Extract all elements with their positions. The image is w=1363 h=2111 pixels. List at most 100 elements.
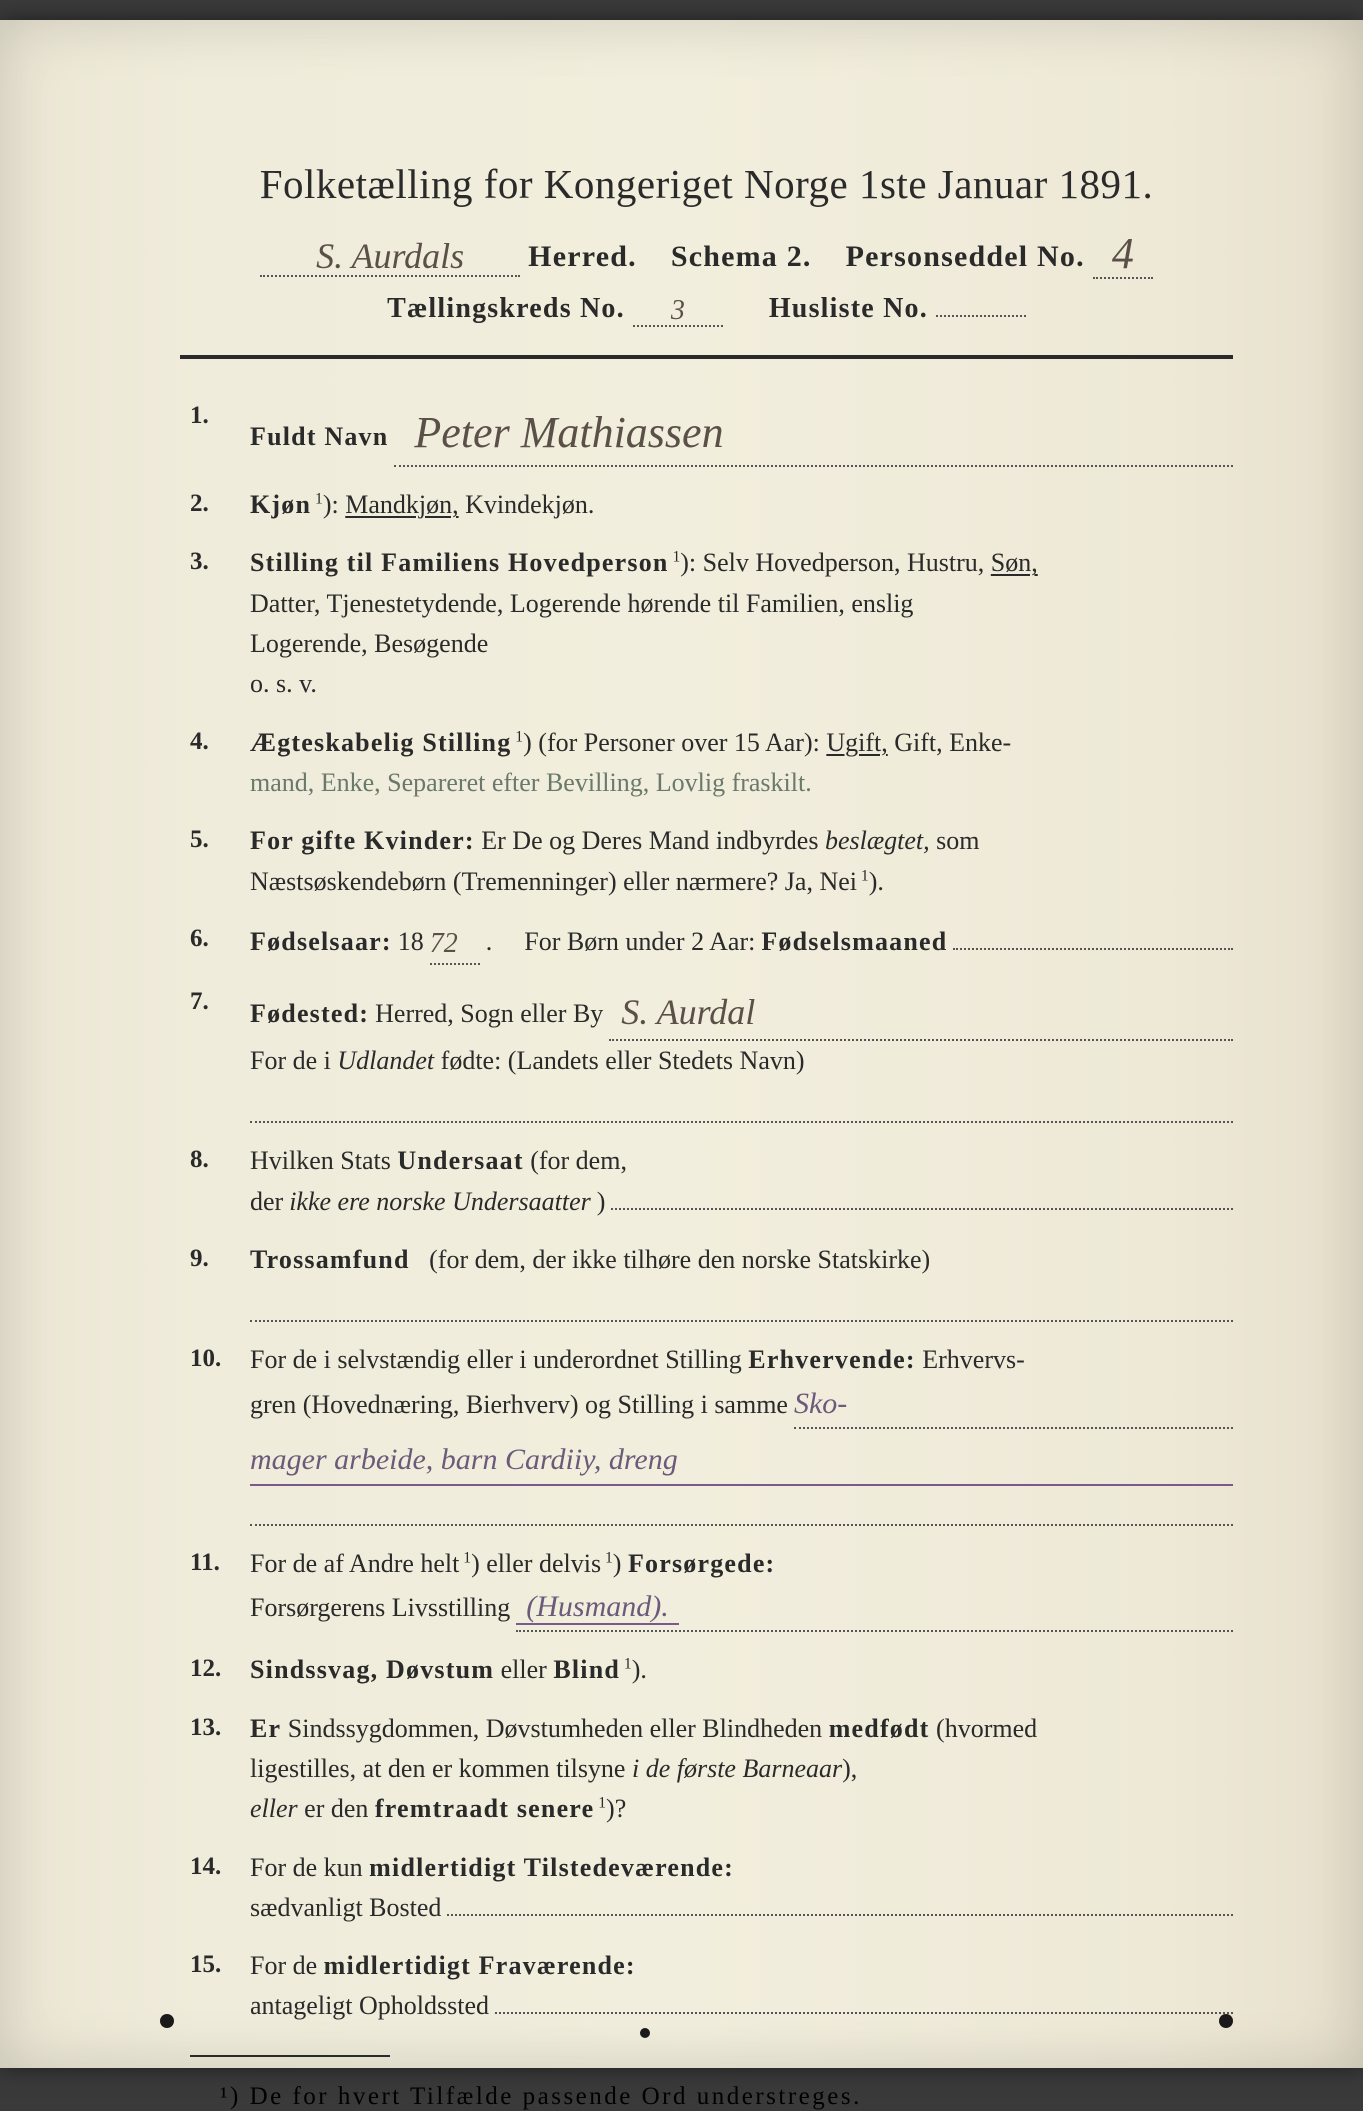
residence-field <box>447 1890 1233 1916</box>
i7-text2b: fødte: (Landets eller Stedets Navn) <box>434 1046 804 1075</box>
sup-1: 1 <box>857 867 869 884</box>
occupation-field-3 <box>250 1500 1233 1526</box>
foreign-birthplace-field <box>250 1097 1233 1123</box>
sup-1: 1 <box>511 728 523 745</box>
i10-text2: gren (Hovednæring, Bierhverv) og Stillin… <box>250 1385 788 1425</box>
personseddel-label: Personseddel No. <box>846 240 1085 274</box>
occupation-hw2: mager arbeide, barn Cardiiy, dreng <box>250 1443 678 1476</box>
i10-text1: For de i selvstændig eller i underordnet… <box>250 1345 748 1374</box>
kreds-label: Tællingskreds No. <box>387 293 625 325</box>
year-field: 72 <box>430 920 480 965</box>
item-num: 8. <box>190 1141 250 1180</box>
i15-bold1: midlertidigt Fraværende: <box>324 1951 636 1980</box>
herred-label: Herred. <box>528 240 637 274</box>
i13-text1b: (hvormed <box>930 1714 1038 1743</box>
item-num: 4. <box>190 723 250 762</box>
i5-text2: Næstsøskendebørn (Tremenninger) eller næ… <box>250 867 857 896</box>
i13-italic3: eller <box>250 1794 298 1823</box>
i7-text1: Herred, Sogn eller By <box>375 994 603 1034</box>
i9-text: (for dem, der ikke tilhøre den norske St… <box>429 1245 930 1274</box>
occupation-field-1: Sko- <box>794 1381 1233 1430</box>
occupation-hw1: Sko- <box>794 1387 847 1420</box>
sup-1: 1 <box>601 1549 613 1566</box>
i14-text2: sædvanligt Bosted <box>250 1888 441 1928</box>
i13-text3: er den <box>298 1794 375 1823</box>
item-15: 15. For de midlertidigt Fraværende: anta… <box>190 1946 1233 2027</box>
i3-underlined: Søn, <box>991 548 1038 577</box>
i13-text1: Sindssygdommen, Døvstumheden eller Blind… <box>281 1714 828 1743</box>
ink-blot <box>1219 2014 1233 2028</box>
footer-divider <box>190 2055 390 2057</box>
i13-italic2: i de første Barneaar <box>632 1754 842 1783</box>
i13-text2: ligestilles, at den er kommen tilsyne <box>250 1754 632 1783</box>
kjon-underlined: Mandkjøn, <box>345 490 458 519</box>
kreds-field: 3 <box>633 293 723 327</box>
i4-opts1: Gift, Enke- <box>888 728 1011 757</box>
i4-underlined: Ugift, <box>826 728 887 757</box>
schema-label: Schema 2. <box>671 240 812 274</box>
husliste-label: Husliste No. <box>769 293 928 325</box>
i3-line4: o. s. v. <box>250 669 317 698</box>
item-num: 6. <box>190 920 250 959</box>
item-label: Fuldt Navn <box>250 417 388 457</box>
i4-paren: (for Personer over 15 Aar): <box>538 728 820 757</box>
whereabouts-field <box>495 1988 1233 2014</box>
sup-1: 1 <box>620 1656 632 1673</box>
ink-blot <box>160 2014 174 2028</box>
husliste-field <box>936 315 1026 317</box>
i3-line2: Datter, Tjenestetydende, Logerende høren… <box>250 589 913 618</box>
i11-text2: Forsørgerens Livsstilling <box>250 1588 510 1628</box>
i5-text1: Er De og Deres Mand indbyrdes <box>481 826 825 855</box>
item-4: 4. Ægteskabelig Stilling 1) (for Persone… <box>190 723 1233 804</box>
herred-field: S. Aurdals <box>260 233 520 277</box>
i12-text: eller <box>494 1655 553 1684</box>
birthplace-field: S. Aurdal <box>609 983 1233 1041</box>
item-3: 3. Stilling til Familiens Hovedperson 1)… <box>190 543 1233 704</box>
year-value: 72 <box>430 928 458 959</box>
i11-bold: Forsørgede: <box>628 1549 775 1578</box>
kreds-value: 3 <box>671 295 685 326</box>
item-num: 11. <box>190 1544 250 1583</box>
item-label: For gifte Kvinder: <box>250 826 475 855</box>
name-value: Peter Mathiassen <box>394 408 723 457</box>
sup-1: 1 <box>459 1549 471 1566</box>
item-5: 5. For gifte Kvinder: Er De og Deres Man… <box>190 821 1233 902</box>
personseddel-value: 4 <box>1112 229 1134 278</box>
religion-field <box>250 1296 1233 1322</box>
form-header: Folketælling for Kongeriget Norge 1ste J… <box>180 160 1233 359</box>
ink-blot <box>640 2028 650 2038</box>
subtitle-row-1: S. Aurdals Herred. Schema 2. Personsedde… <box>180 226 1233 279</box>
item-label: Fødselsaar: <box>250 922 392 962</box>
item-7: 7. Fødested: Herred, Sogn eller By S. Au… <box>190 983 1233 1123</box>
birthplace-value: S. Aurdal <box>609 992 755 1032</box>
item-num: 10. <box>190 1340 250 1379</box>
sup-1: 1 <box>594 1795 606 1812</box>
provider-value: (Husmand). <box>516 1590 679 1625</box>
i8-text1b: (for dem, <box>524 1146 627 1175</box>
i15-text2: antageligt Opholdssted <box>250 1986 489 2026</box>
i5-italic: beslægtet, <box>825 826 930 855</box>
item-label: Ægteskabelig Stilling <box>250 728 511 757</box>
i3-line1: Selv Hovedperson, Hustru, <box>703 548 991 577</box>
item-num: 3. <box>190 543 250 582</box>
form-title: Folketælling for Kongeriget Norge 1ste J… <box>180 160 1233 208</box>
i12-bold2: Blind <box>553 1655 620 1684</box>
i14-bold1: midlertidigt Tilstedeværende: <box>369 1853 734 1882</box>
i8-text2: der <box>250 1182 283 1222</box>
item-num: 2. <box>190 485 250 524</box>
item-label: Kjøn <box>250 490 311 519</box>
form-body: 1. Fuldt Navn Peter Mathiassen 2. Kjøn 1… <box>180 397 1233 2111</box>
i10-bold1: Erhvervende: <box>748 1345 915 1374</box>
item-2: 2. Kjøn 1): Mandkjøn, Kvindekjøn. <box>190 485 1233 525</box>
i7-text2: For de i <box>250 1046 337 1075</box>
item-11: 11. For de af Andre helt 1) eller delvis… <box>190 1544 1233 1633</box>
i6-text2: For Børn under 2 Aar: <box>524 922 755 962</box>
i11-text1: For de af Andre helt <box>250 1549 459 1578</box>
item-num: 14. <box>190 1848 250 1887</box>
i12-bold1: Sindssvag, Døvstum <box>250 1655 494 1684</box>
i4-opts2: mand, Enke, Separeret efter Bevilling, L… <box>250 768 812 797</box>
i11-text1b: eller delvis <box>480 1549 601 1578</box>
i5-text1b: som <box>930 826 980 855</box>
census-form-page: Folketælling for Kongeriget Norge 1ste J… <box>0 20 1363 2068</box>
i13-bold2: medfødt <box>829 1714 930 1743</box>
